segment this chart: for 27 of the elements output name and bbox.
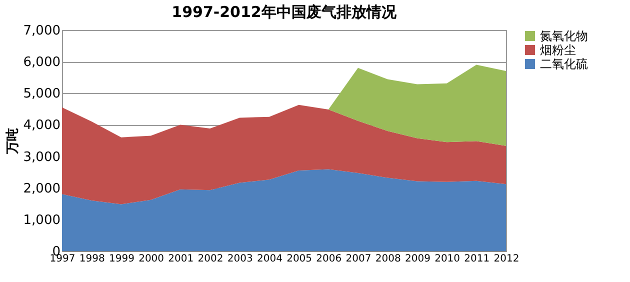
y-tick-label: 4,000 [23,118,60,134]
x-tick-label: 1998 [79,254,105,264]
x-tick-label: 2000 [138,254,164,264]
x-tick-label: 2004 [256,254,282,264]
y-tick-label: 7,000 [23,24,60,38]
x-tick-label: 2008 [375,254,401,264]
chart-title: 1997-2012年中国废气排放情况 [172,3,398,21]
legend-label: 烟粉尘 [540,43,576,57]
x-tick-label: 2005 [286,254,312,264]
y-tick-label: 5,000 [23,86,60,102]
x-tick-label: 2009 [404,254,430,264]
x-tick-label: 2012 [494,254,520,264]
y-tick-label: 2,000 [23,181,60,196]
legend-label: 氮氧化物 [540,29,588,43]
x-tick-label: 2001 [168,254,194,264]
x-tick-label: 2007 [346,254,372,264]
x-tick-label: 2010 [434,254,460,264]
y-tick-label: 6,000 [23,55,60,70]
x-tick-label: 1999 [108,254,134,264]
y-axis-title: 万吨 [5,128,20,155]
x-tick-label: 2011 [464,254,490,264]
y-tick-label: 1,000 [23,212,60,228]
legend-label: 二氧化硫 [540,57,588,71]
x-tick-label: 2006 [316,254,342,264]
y-tick-label: 3,000 [23,150,60,165]
x-tick-label: 2003 [227,254,253,264]
x-tick-label: 2002 [198,254,224,264]
